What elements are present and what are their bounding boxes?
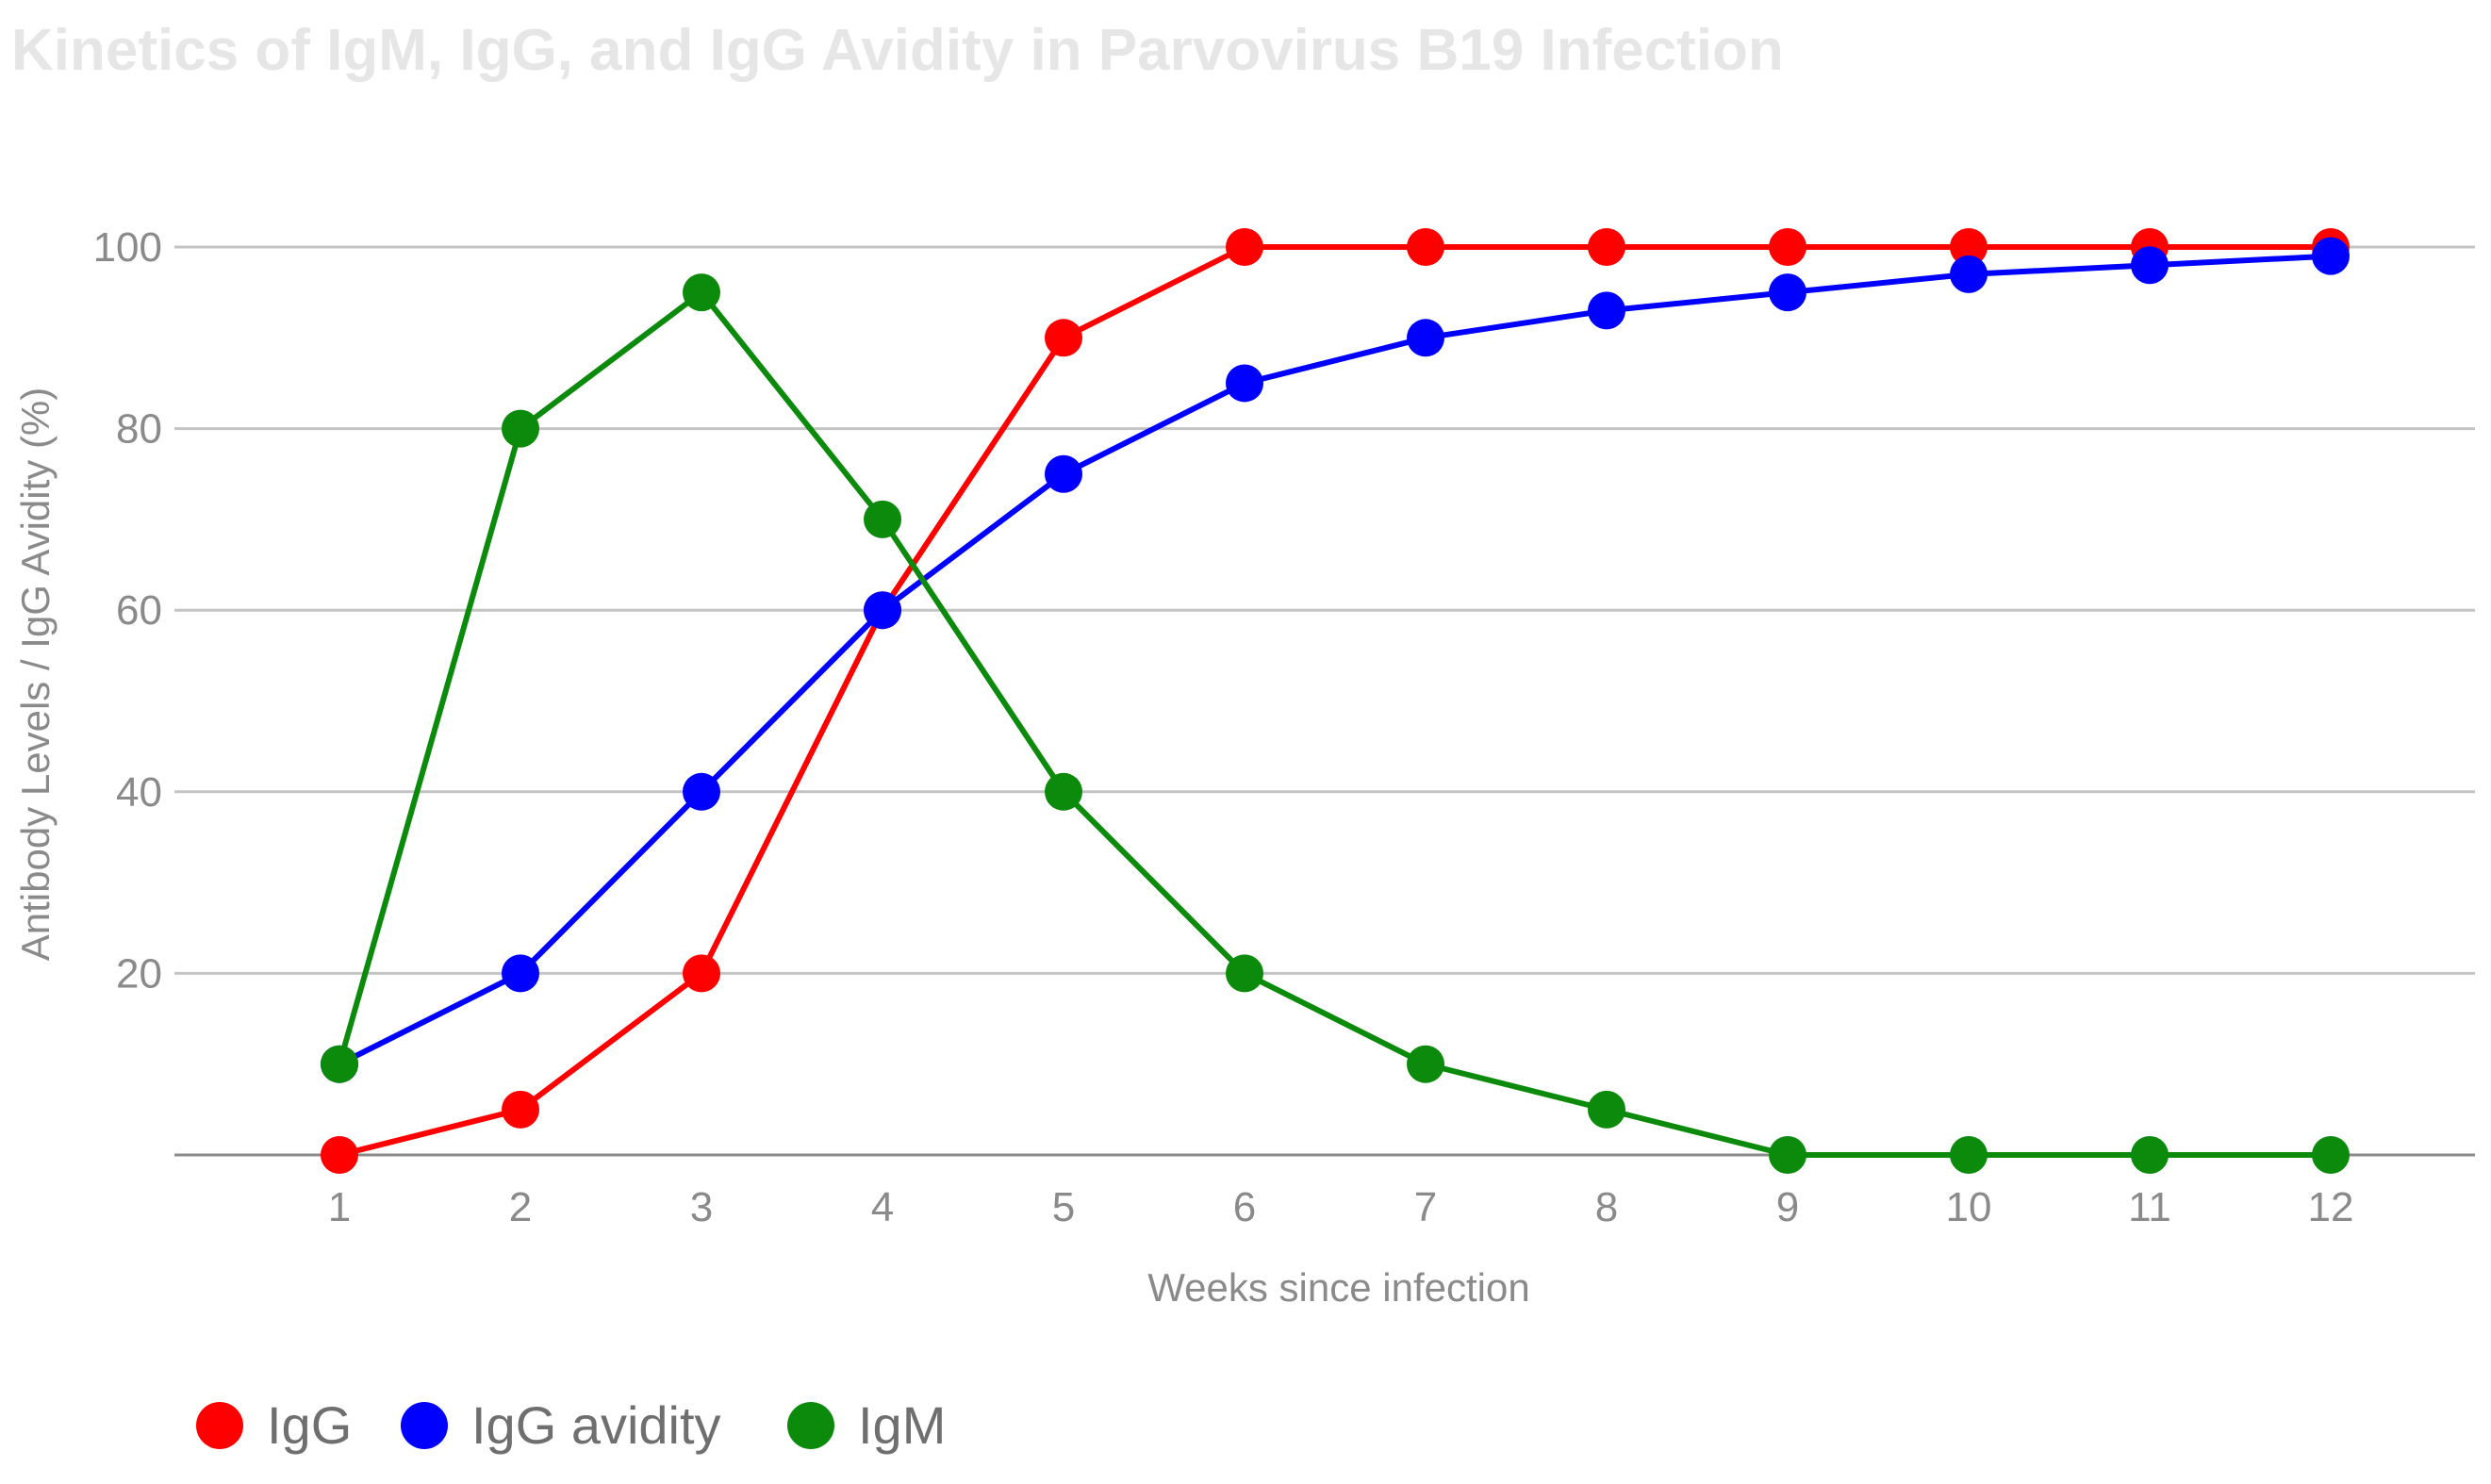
data-point-igm[interactable] (864, 500, 901, 538)
x-tick-label: 10 (1946, 1184, 1992, 1230)
y-axis-title: Antibody Levels / IgG Avidity (%) (13, 387, 58, 962)
data-point-igg-avidity[interactable] (502, 954, 539, 993)
data-point-igg[interactable] (683, 954, 720, 993)
data-point-igm[interactable] (1950, 1136, 1988, 1174)
data-point-igg[interactable] (321, 1136, 358, 1174)
y-tick-label: 60 (116, 587, 162, 634)
series-igm (321, 273, 2350, 1174)
data-point-igm[interactable] (1769, 1136, 1806, 1174)
data-point-igg-avidity[interactable] (2312, 237, 2350, 275)
data-point-igg-avidity[interactable] (1588, 291, 1625, 330)
data-point-igg-avidity[interactable] (864, 591, 901, 630)
x-axis-tick-labels: 1 2 3 4 5 6 7 8 9 10 11 12 (328, 1184, 2354, 1230)
data-point-igg-avidity[interactable] (683, 772, 720, 811)
legend: IgG IgG avidity IgM (196, 1395, 946, 1455)
legend-label: IgG (267, 1395, 352, 1455)
data-point-igg[interactable] (1588, 228, 1625, 266)
data-point-igg-avidity[interactable] (2131, 246, 2169, 285)
data-point-igm[interactable] (2312, 1136, 2350, 1174)
y-tick-label: 20 (116, 950, 162, 997)
data-point-igm[interactable] (1407, 1045, 1444, 1083)
data-point-igg[interactable] (1407, 228, 1444, 266)
y-axis-tick-labels: 20 40 60 80 100 (93, 224, 162, 997)
x-tick-label: 3 (690, 1184, 713, 1230)
data-point-igm[interactable] (2131, 1136, 2169, 1174)
data-point-igg[interactable] (1950, 228, 1988, 266)
legend-marker (787, 1402, 834, 1449)
series-line-igg (337, 244, 2334, 1158)
data-point-igg-avidity[interactable] (1407, 319, 1444, 357)
x-tick-label: 5 (1052, 1184, 1075, 1230)
data-point-igg-avidity[interactable] (1226, 364, 1263, 403)
data-point-igm[interactable] (683, 273, 720, 312)
chart-title: Kinetics of IgM, IgG, and IgG Avidity in… (11, 18, 1784, 83)
legend-label: IgM (858, 1395, 946, 1455)
legend-marker (401, 1402, 448, 1449)
data-point-igm[interactable] (1588, 1090, 1625, 1129)
x-tick-label: 2 (509, 1184, 532, 1230)
data-point-igg-avidity[interactable] (1769, 273, 1806, 312)
data-point-igg[interactable] (1769, 228, 1806, 266)
data-point-igg-avidity[interactable] (1045, 454, 1082, 493)
data-point-igm[interactable] (321, 1045, 358, 1083)
series-igg (321, 228, 2350, 1174)
y-tick-label: 40 (116, 769, 162, 816)
data-point-igm[interactable] (502, 409, 539, 448)
data-point-igg[interactable] (502, 1090, 539, 1129)
data-point-igm[interactable] (1226, 954, 1263, 993)
y-tick-label: 80 (116, 406, 162, 453)
legend-label: IgG avidity (471, 1395, 721, 1455)
x-tick-label: 12 (2308, 1184, 2354, 1230)
series-igg-avidity (321, 237, 2350, 1083)
data-point-igm[interactable] (1045, 772, 1082, 811)
legend-item-igg[interactable]: IgG (196, 1395, 352, 1455)
x-tick-label: 7 (1414, 1184, 1437, 1230)
gridlines (174, 245, 2475, 1157)
x-tick-label: 9 (1776, 1184, 1799, 1230)
data-point-igg[interactable] (1226, 228, 1263, 266)
x-tick-label: 4 (871, 1184, 894, 1230)
x-tick-label: 11 (2128, 1184, 2171, 1230)
series-lines (321, 228, 2350, 1174)
data-point-igg-avidity[interactable] (1950, 255, 1988, 293)
series-line-igm (337, 289, 2334, 1158)
x-tick-label: 1 (328, 1184, 351, 1230)
legend-item-igg-avidity[interactable]: IgG avidity (401, 1395, 721, 1455)
x-axis-title: Weeks since infection (1147, 1265, 1529, 1310)
x-tick-label: 8 (1595, 1184, 1618, 1230)
legend-item-igm[interactable]: IgM (787, 1395, 946, 1455)
data-point-igg[interactable] (1045, 319, 1082, 357)
x-tick-label: 6 (1233, 1184, 1256, 1230)
series-line-igg-avidity (337, 253, 2334, 1067)
legend-marker (196, 1402, 243, 1449)
y-tick-label: 100 (93, 224, 162, 271)
